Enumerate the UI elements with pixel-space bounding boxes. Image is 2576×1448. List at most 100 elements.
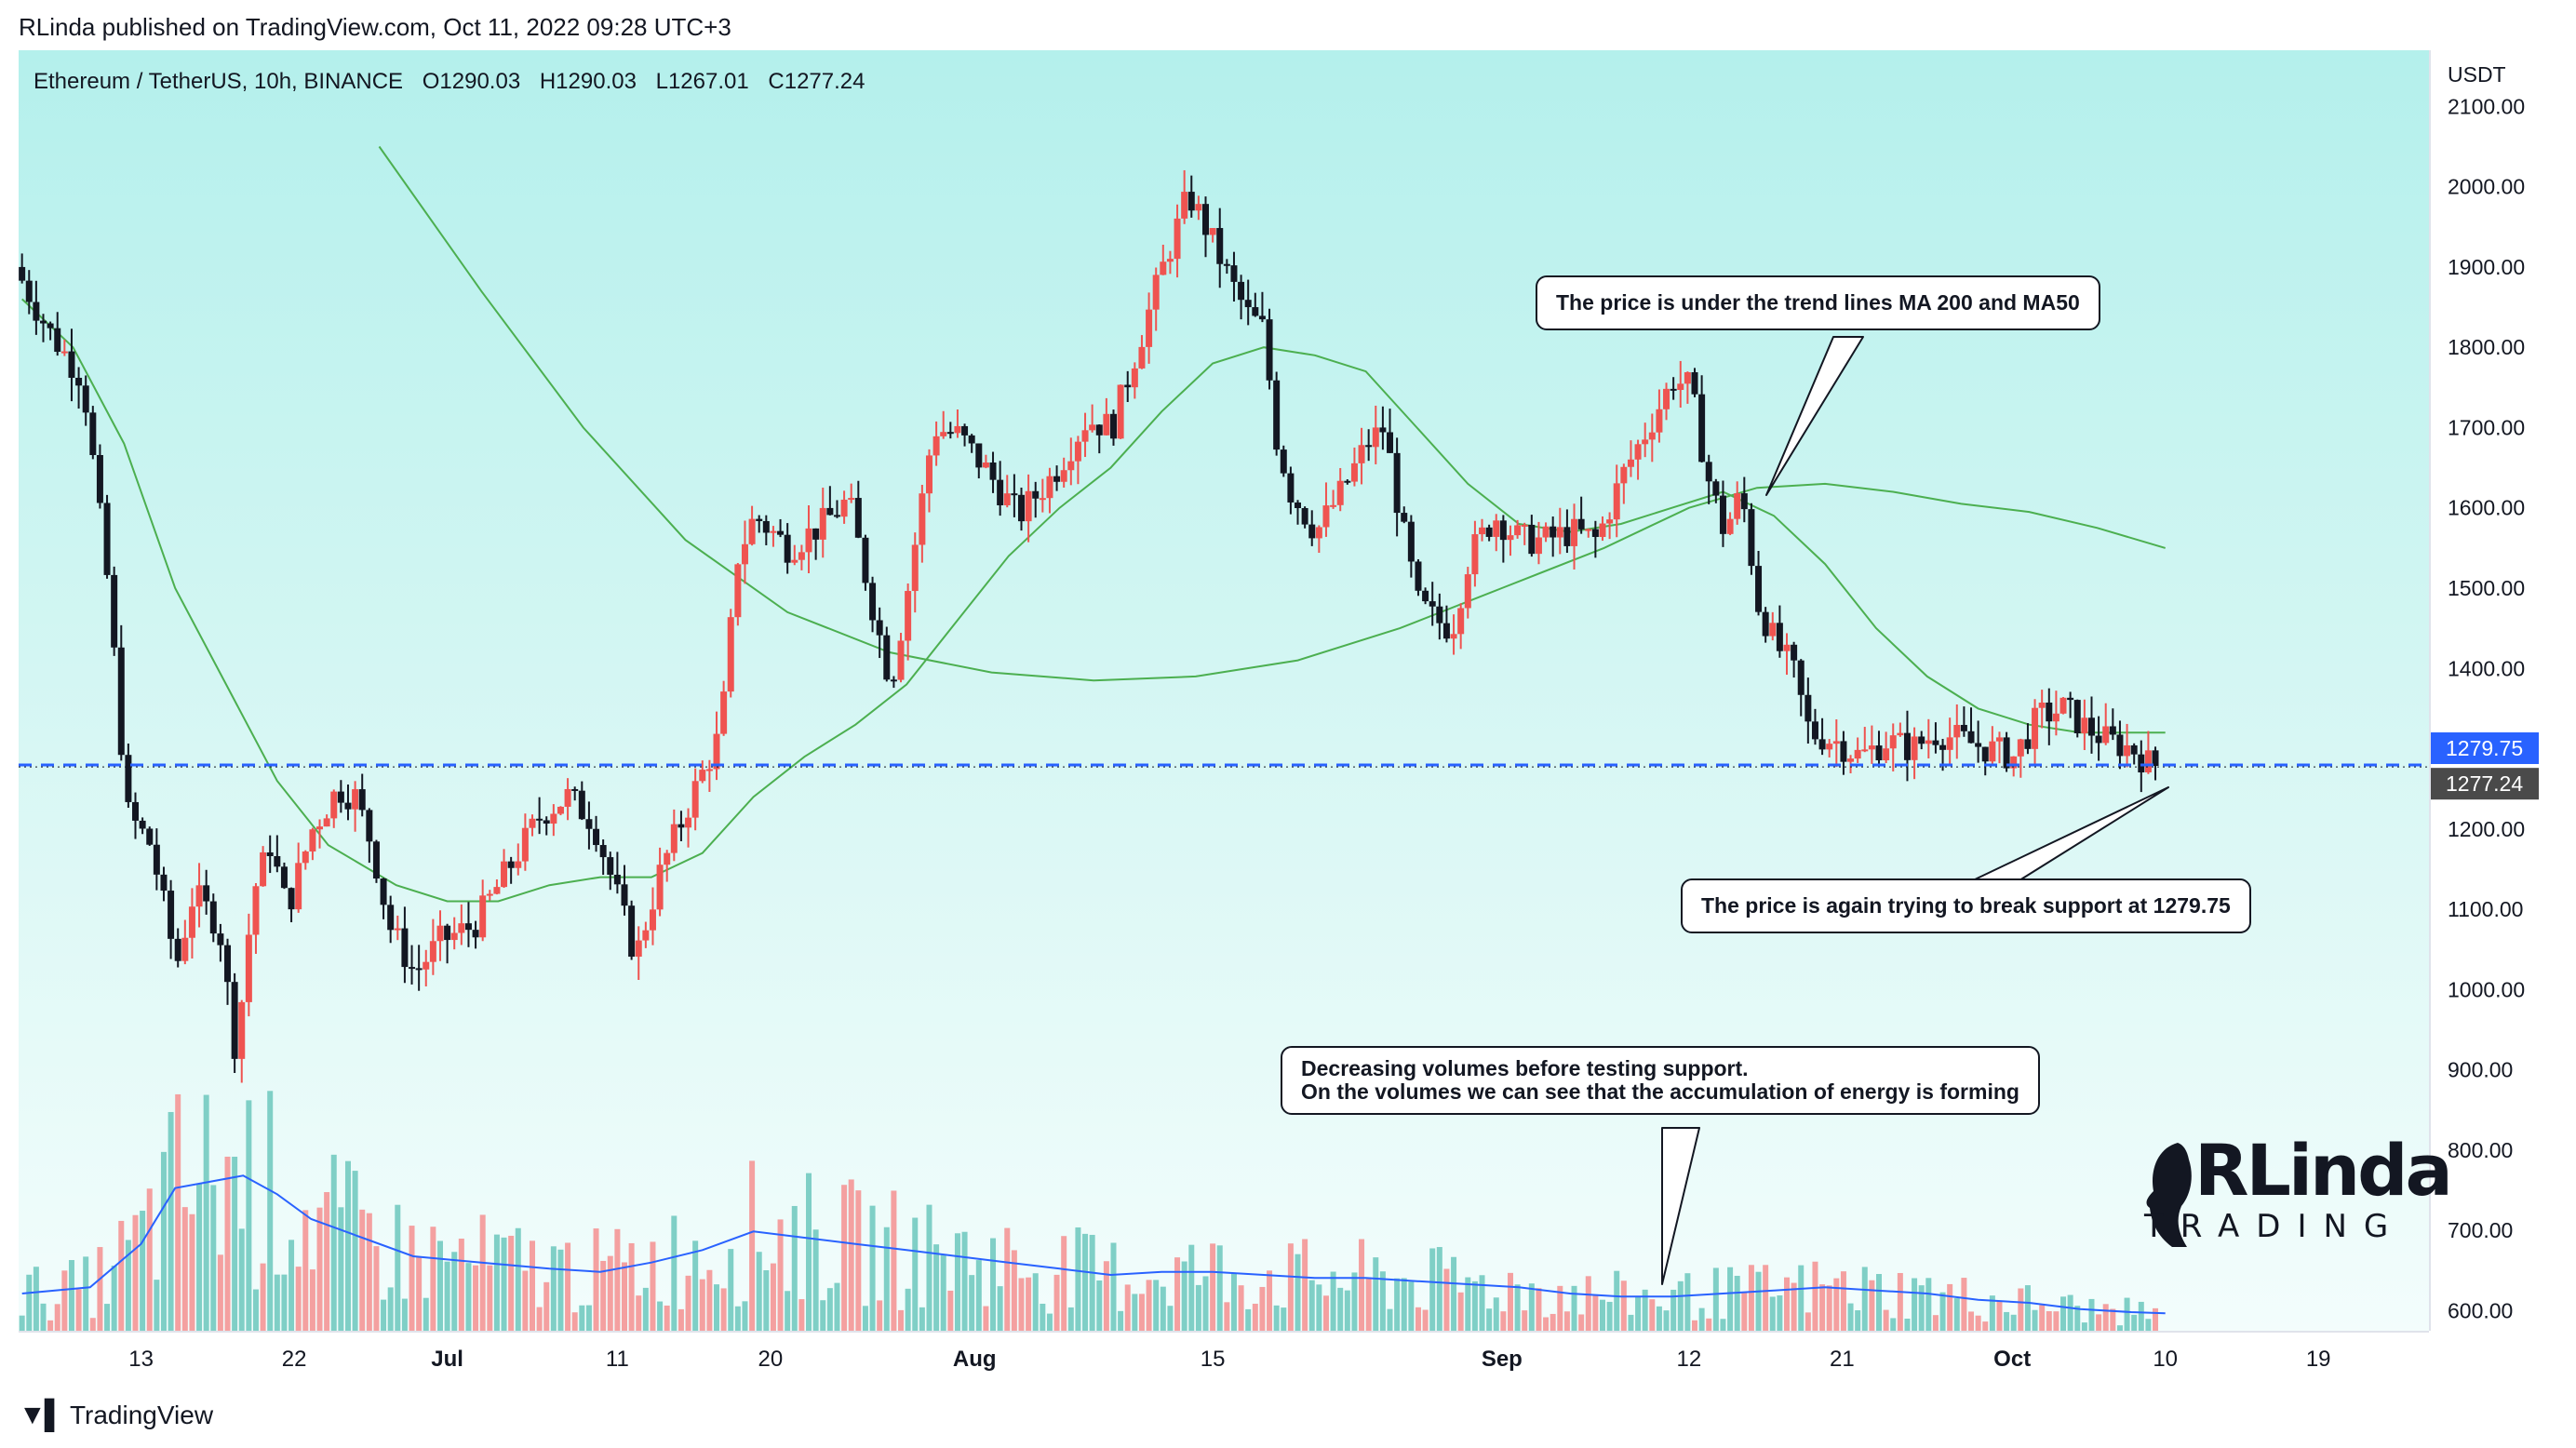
volume-bar <box>2116 1325 2123 1331</box>
volume-bar <box>1308 1280 1315 1331</box>
plot-area[interactable] <box>19 50 2429 1331</box>
volume-bar <box>395 1204 401 1331</box>
y-axis-unit: USDT <box>2448 62 2506 87</box>
volume-bar <box>97 1247 103 1331</box>
volume-bar <box>1670 1289 1677 1331</box>
volume-bar <box>210 1185 217 1331</box>
volume-bar <box>1550 1313 1556 1331</box>
volume-bar <box>841 1185 848 1331</box>
callout-support-text: The price is again trying to break suppo… <box>1701 893 2231 918</box>
volume-bar <box>940 1254 946 1331</box>
candle-body <box>1287 473 1295 503</box>
volume-bar <box>1451 1256 1457 1331</box>
volume-bar <box>1769 1296 1776 1331</box>
candle-body <box>153 844 160 875</box>
volume-bar <box>104 1304 111 1331</box>
x-tick-label: Oct <box>1993 1347 2031 1372</box>
volume-bar <box>1606 1301 1613 1331</box>
volume-bar <box>1812 1261 1818 1331</box>
candle-body <box>1818 739 1826 750</box>
volume-bar <box>2081 1322 2087 1331</box>
volume-bar <box>118 1220 125 1331</box>
y-tick-label: 1100.00 <box>2448 897 2523 921</box>
time-axis[interactable] <box>19 1331 2429 1385</box>
candle-body <box>1939 744 1947 750</box>
candle-body <box>1995 737 2003 742</box>
volume-bar <box>515 1227 521 1331</box>
volume-bar <box>1939 1292 1946 1331</box>
candle-body <box>1889 735 1897 749</box>
volume-bar <box>1833 1278 1840 1331</box>
candle-body <box>1457 608 1465 635</box>
candle-body <box>2038 702 2046 708</box>
candle-body <box>75 377 83 386</box>
volume-bar <box>565 1242 571 1331</box>
candle-body <box>2067 697 2074 701</box>
volume-bar <box>1479 1275 1485 1331</box>
candle-body <box>989 462 997 480</box>
candle-body <box>1315 527 1322 539</box>
candle-body <box>1301 507 1308 525</box>
candle-body <box>1670 388 1677 391</box>
candle-body <box>358 789 366 811</box>
volume-bar <box>1543 1317 1550 1331</box>
candle-body <box>245 934 252 1002</box>
candle-body <box>1429 601 1436 607</box>
candle-body <box>1734 493 1741 519</box>
callout-support: The price is again trying to break suppo… <box>1681 878 2251 933</box>
volume-bar <box>203 1094 209 1331</box>
candle-body <box>670 824 678 853</box>
candle-body <box>1479 527 1486 535</box>
volume-bar <box>2046 1310 2052 1331</box>
candle-body <box>82 385 89 413</box>
candle-body <box>1925 740 1932 744</box>
candle-body <box>1202 204 1210 235</box>
volume-bar <box>600 1260 607 1331</box>
candle-body <box>1216 228 1224 264</box>
volume-bar <box>1982 1321 1989 1331</box>
x-tick-label: 11 <box>606 1347 629 1372</box>
volume-bar <box>1046 1313 1053 1331</box>
volume-bar <box>650 1241 656 1331</box>
candle-body <box>387 905 395 931</box>
volume-bar <box>1160 1286 1166 1331</box>
candle-body <box>925 455 932 494</box>
volume-bar <box>54 1304 60 1331</box>
ma50-line <box>21 298 2166 903</box>
candle-body <box>748 518 756 544</box>
candle-body <box>664 852 671 865</box>
publish-credit: RLinda published on TradingView.com, Oct… <box>19 13 731 41</box>
candle-body <box>1550 526 1557 538</box>
candle-body <box>734 564 742 618</box>
volume-bar <box>1465 1277 1471 1331</box>
volume-bar <box>1805 1312 1811 1331</box>
volume-bar <box>19 1315 25 1331</box>
volume-bar <box>1876 1274 1883 1331</box>
tradingview-logo[interactable]: ▼▌ TradingView <box>19 1400 213 1431</box>
volume-bar <box>330 1154 337 1331</box>
volume-bar <box>593 1228 599 1331</box>
candle-body <box>1932 740 1939 745</box>
volume-bar <box>246 1100 252 1331</box>
price-tags: 1279.75 1277.24 <box>2431 732 2539 800</box>
volume-bar <box>309 1269 315 1331</box>
volume-bar <box>1132 1294 1138 1331</box>
volume-bar <box>699 1279 705 1331</box>
candle-body <box>1081 430 1089 442</box>
symbol-name[interactable]: Ethereum / TetherUS, 10h, BINANCE <box>34 69 404 94</box>
volume-bar <box>1415 1307 1421 1331</box>
volume-bar <box>671 1215 678 1331</box>
low-value: L1267.01 <box>655 69 749 94</box>
volume-bar <box>381 1299 387 1331</box>
candle-body <box>1627 459 1634 467</box>
volume-bar <box>1507 1272 1513 1331</box>
candle-body <box>720 691 728 734</box>
volume-bar <box>1592 1295 1599 1331</box>
volume-bar <box>1798 1265 1805 1331</box>
volume-bar <box>820 1300 826 1331</box>
volume-bar <box>2010 1314 2017 1331</box>
price-axis[interactable] <box>2429 50 2576 1331</box>
y-tick-label: 1900.00 <box>2448 255 2525 279</box>
volume-bar <box>685 1275 691 1331</box>
volume-bar <box>720 1288 727 1331</box>
